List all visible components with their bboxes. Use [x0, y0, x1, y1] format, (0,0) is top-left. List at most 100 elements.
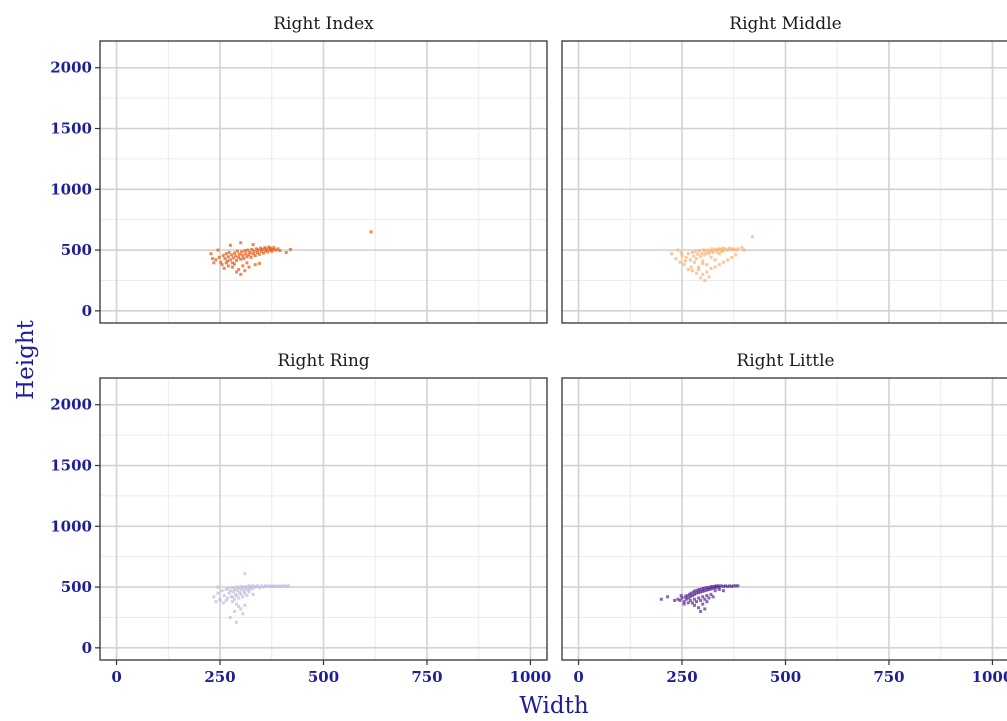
- data-point: [248, 586, 252, 590]
- panel-points: [212, 572, 290, 624]
- data-point: [263, 246, 267, 250]
- data-point: [235, 258, 239, 262]
- data-point: [693, 589, 697, 593]
- data-point: [237, 605, 241, 609]
- data-point: [254, 247, 258, 251]
- data-point: [259, 584, 263, 588]
- data-point: [716, 247, 720, 251]
- data-point: [695, 600, 699, 604]
- data-point: [717, 263, 721, 267]
- data-point: [267, 245, 271, 249]
- data-point: [235, 585, 239, 589]
- data-point: [257, 252, 261, 256]
- data-point: [713, 258, 717, 262]
- data-point: [237, 596, 241, 600]
- data-point: [740, 246, 744, 250]
- data-point: [237, 255, 241, 259]
- data-point: [692, 597, 696, 601]
- data-point: [732, 247, 736, 251]
- data-point: [222, 266, 226, 270]
- y-tick-label: 0: [82, 639, 92, 657]
- data-point: [239, 584, 243, 588]
- data-point: [708, 585, 712, 589]
- data-point: [266, 250, 270, 254]
- y-tick-label: 1500: [50, 120, 92, 138]
- data-point: [253, 585, 257, 589]
- data-point: [226, 586, 230, 590]
- panel-border: [561, 40, 1007, 324]
- data-point: [209, 252, 213, 256]
- data-point: [704, 586, 708, 590]
- data-point: [730, 247, 734, 251]
- data-point: [689, 265, 693, 269]
- y-axis-title: Height: [13, 319, 39, 400]
- data-point: [222, 594, 226, 598]
- data-point: [709, 266, 713, 270]
- data-point: [233, 609, 237, 613]
- data-point: [732, 584, 736, 588]
- data-point: [702, 248, 706, 252]
- data-point: [721, 260, 725, 264]
- data-point: [235, 620, 239, 624]
- data-point: [248, 251, 252, 254]
- data-point: [680, 254, 684, 258]
- data-point: [228, 258, 232, 262]
- data-point: [251, 592, 255, 596]
- data-point: [701, 595, 705, 599]
- data-point: [685, 594, 689, 598]
- data-point: [705, 594, 709, 598]
- data-point: [686, 601, 690, 605]
- data-point: [678, 598, 682, 602]
- data-point: [699, 590, 703, 594]
- facet-panel: Right Ring 0 500 1000 1500 2000 0 250 500 750 1000: [50, 351, 551, 686]
- data-point: [243, 591, 247, 595]
- panel-points: [659, 584, 740, 613]
- data-point: [235, 270, 239, 274]
- data-point: [703, 589, 707, 593]
- data-point: [713, 265, 717, 269]
- x-tick-label: 0: [573, 668, 583, 686]
- data-point: [226, 255, 230, 259]
- x-axis-title: Width: [519, 693, 589, 719]
- data-point: [249, 255, 253, 259]
- data-point: [717, 585, 721, 589]
- data-point: [734, 253, 738, 257]
- data-point: [730, 584, 734, 588]
- data-point: [235, 249, 239, 253]
- data-point: [217, 255, 221, 259]
- data-point: [239, 272, 243, 276]
- data-point: [264, 247, 268, 251]
- data-point: [240, 588, 244, 591]
- data-point: [253, 263, 257, 267]
- data-point: [709, 592, 713, 596]
- data-point: [255, 251, 259, 254]
- data-point: [697, 596, 701, 600]
- data-point: [697, 265, 701, 269]
- data-point: [225, 596, 229, 600]
- data-point: [233, 262, 237, 266]
- data-point: [276, 247, 280, 251]
- data-point: [683, 259, 687, 263]
- data-point: [253, 254, 257, 258]
- x-tick-label: 0: [111, 668, 121, 686]
- y-tick-label: 500: [61, 241, 92, 259]
- data-point: [259, 249, 263, 253]
- data-point: [692, 254, 696, 258]
- data-point: [250, 247, 254, 251]
- data-point: [721, 589, 725, 593]
- data-point: [682, 600, 686, 604]
- data-point: [235, 589, 239, 593]
- data-point: [276, 584, 280, 588]
- data-point: [703, 253, 707, 257]
- data-point: [695, 271, 699, 275]
- data-point: [249, 584, 253, 588]
- data-point: [212, 595, 216, 599]
- data-point: [270, 249, 274, 253]
- x-tick-label: 1000: [972, 668, 1007, 686]
- data-point: [233, 597, 237, 601]
- data-point: [218, 598, 222, 602]
- data-point: [226, 264, 230, 268]
- data-point: [252, 249, 256, 253]
- data-point: [709, 587, 713, 591]
- data-point: [706, 586, 710, 590]
